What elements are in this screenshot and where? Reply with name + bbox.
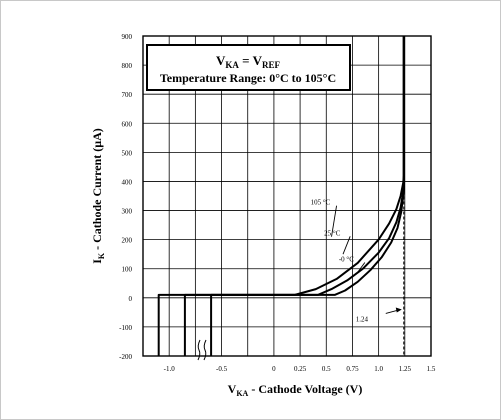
ylabel-rest: - Cathode Current (µA) [90,128,104,253]
xlabel-sub: KA [236,389,248,398]
series-annotation: 105 °C [311,199,331,207]
x-tick-label: 0 [272,365,276,373]
y-tick-label: 900 [122,33,133,41]
annotation-leader [357,262,366,273]
y-axis-label: IK - Cathode Current (µA) [90,128,106,264]
x-axis-label: VKA - Cathode Voltage (V) [228,382,363,398]
axis-break-mark [197,339,207,361]
series-line-3 [210,36,405,356]
y-tick-label: 400 [122,178,133,186]
title-v-sub: KA [225,60,239,70]
annotation-leader [342,236,351,255]
y-tick-label: -200 [119,353,132,361]
x-tick-label: -1.0 [164,365,176,373]
x-tick-label: 1.0 [374,365,383,373]
y-tick-label: 0 [129,295,133,303]
x-tick-label: 0.5 [322,365,331,373]
title-box [146,44,351,91]
y-tick-label: 500 [122,149,133,157]
x-tick-labels: -1.0 -0.5 0 0.25 0.5 0.75 1.0 1.25 1.5 [164,365,436,373]
reference-line-group: 1.24 [356,181,405,356]
series-group: 105 °C 25 °C -0 °C [157,36,405,356]
plot-frame [142,35,432,357]
y-tick-label: 600 [122,120,133,128]
y-tick-label: 800 [122,62,133,70]
x-tick-label: -0.5 [216,365,228,373]
series-annotation: 25 °C [324,229,341,237]
annotation-leader [331,205,338,237]
x-tick-label: 0.25 [294,365,307,373]
x-tick-label: 0.75 [346,365,359,373]
title-ref-sub: REF [262,60,281,70]
xlabel-v: V [228,382,237,396]
grid [142,35,432,357]
y-tick-label: 300 [122,208,133,216]
title-eq: = V [239,53,263,68]
y-tick-labels: -200 -100 0 100 200 300 400 500 600 700 800 900 [119,33,132,361]
title-line1: VKA = VREF [216,53,280,70]
title-line2: Temperature Range: 0°C to 105°C [160,71,336,85]
y-tick-label: -100 [119,324,132,332]
x-tick-label: 1.5 [427,365,436,373]
reference-arrow-head [395,307,402,313]
ylabel-sub: K [97,252,106,259]
ylabel-i: I [90,259,104,264]
title-v: V [216,53,226,68]
series-annotation: -0 °C [339,255,354,263]
x-tick-label: 1.25 [399,365,412,373]
reference-label: 1.24 [356,315,369,323]
y-tick-label: 700 [122,91,133,99]
xlabel-rest: - Cathode Voltage (V) [248,382,362,396]
y-tick-label: 100 [122,266,133,274]
y-tick-label: 200 [122,237,133,245]
